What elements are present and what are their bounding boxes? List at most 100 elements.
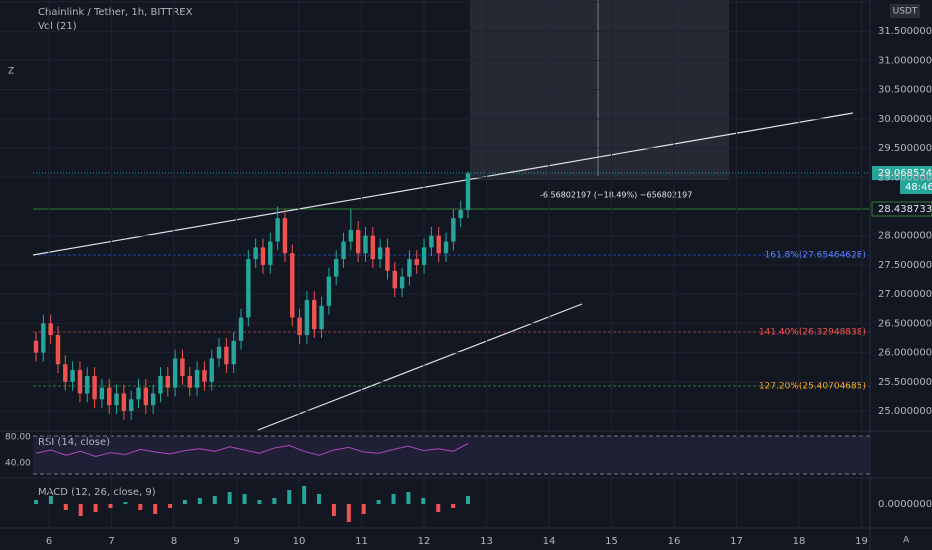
candle-body xyxy=(143,387,149,406)
macd-bar xyxy=(436,504,441,512)
macd-bar xyxy=(63,504,68,510)
price-tick-label: 26.50000000 xyxy=(878,318,932,329)
candle-body xyxy=(128,399,134,411)
macd-bar xyxy=(361,504,366,514)
time-tick-label: 7 xyxy=(108,536,114,547)
candle-body xyxy=(85,375,90,394)
line-price: 28.43873319 xyxy=(878,204,932,215)
candle-body xyxy=(326,276,332,306)
candle-body xyxy=(407,259,412,277)
fib-label: 127.20%(25.40704685) xyxy=(759,382,866,392)
macd-bar xyxy=(391,494,396,504)
macd-bar xyxy=(34,500,38,504)
candle-body xyxy=(99,387,105,400)
time-tick-label: 8 xyxy=(171,536,177,547)
candle-body xyxy=(158,375,163,394)
macd-bar xyxy=(287,490,292,504)
price-tag xyxy=(872,166,932,180)
candle-body xyxy=(55,335,61,365)
macd-bar xyxy=(346,504,351,522)
price-tick-label: 31.00000000 xyxy=(878,55,932,66)
price-tick-label: 27.50000000 xyxy=(878,260,932,271)
candle-body xyxy=(297,317,302,336)
price-tick-label: 25.00000000 xyxy=(878,406,932,417)
macd-bar xyxy=(182,500,187,504)
countdown: 48:46 xyxy=(905,182,932,193)
price-tick-label: 31.50000000 xyxy=(878,26,932,37)
candle-body xyxy=(392,270,397,289)
candle-body xyxy=(63,364,68,382)
macd-bar xyxy=(242,494,247,504)
rsi-band xyxy=(33,436,870,474)
candle-body xyxy=(304,299,310,336)
candle-body xyxy=(370,235,376,260)
time-tick-label: 9 xyxy=(233,536,239,547)
time-tick-label: 10 xyxy=(293,536,306,547)
candle-body xyxy=(107,387,112,406)
candle-body xyxy=(451,218,456,242)
candle-body xyxy=(363,235,368,254)
time-tick-label: 19 xyxy=(855,536,868,547)
price-tick-label: 25.50000000 xyxy=(878,377,932,388)
macd-bar xyxy=(138,504,143,510)
candle-body xyxy=(92,375,97,400)
macd-bar xyxy=(168,504,173,508)
candle-body xyxy=(33,340,39,353)
candle-body xyxy=(458,210,463,219)
macd-bar xyxy=(197,498,202,504)
macd-bar xyxy=(331,504,336,516)
candle-body xyxy=(136,387,141,400)
candle-body xyxy=(290,253,295,318)
price-tick-label: 27.00000000 xyxy=(878,289,932,300)
candle-body xyxy=(377,247,383,260)
candle-body xyxy=(48,323,53,336)
rsi-line xyxy=(35,443,469,458)
candle-body xyxy=(150,393,156,406)
candle-body xyxy=(246,259,251,318)
candle-body xyxy=(268,241,273,265)
measure-label: -6.56802197 (−18.49%) −656802197 xyxy=(540,191,692,200)
candle-body xyxy=(224,346,229,365)
time-tick-label: 14 xyxy=(543,536,556,547)
price-tick-label: 30.00000000 xyxy=(878,114,932,125)
volume-label[interactable]: Vol (21) xyxy=(38,21,77,32)
symbol-title[interactable]: Chainlink / Tether, 1h, BITTREX xyxy=(38,7,193,18)
candle-body xyxy=(202,370,207,382)
macd-bar xyxy=(302,486,307,504)
time-tick-label: 17 xyxy=(730,536,743,547)
time-tick-label: 11 xyxy=(355,536,368,547)
auto-scale[interactable]: A xyxy=(903,536,910,546)
candle-body xyxy=(319,305,324,330)
rsi-label[interactable]: RSI (14, close) xyxy=(38,437,110,448)
candle-body xyxy=(414,259,419,265)
fib-label: 141.40%(26.32948838) xyxy=(759,328,866,338)
time-tick-label: 16 xyxy=(668,536,681,547)
candle-body xyxy=(209,358,214,382)
macd-bar xyxy=(317,494,322,504)
time-tick-label: 18 xyxy=(793,536,806,547)
last-price: 29.06852409 xyxy=(878,168,932,179)
candle-body xyxy=(341,241,346,260)
fib-label: 161.8%(27.65464628) xyxy=(765,251,866,261)
candle-body xyxy=(348,229,354,242)
candle-body xyxy=(172,358,178,388)
countdown-tag xyxy=(900,180,932,194)
candle-body xyxy=(231,340,236,365)
price-tick-label: 28.00000000 xyxy=(878,231,932,242)
candle-body xyxy=(180,358,185,376)
macd-bar xyxy=(421,498,426,504)
macd-bar xyxy=(376,500,381,504)
candle-body xyxy=(443,241,449,254)
candle-body xyxy=(436,235,441,254)
price-tick-label: 26.00000000 xyxy=(878,348,932,359)
macd-bar xyxy=(123,502,128,504)
zoom-icon[interactable]: Z xyxy=(8,67,14,77)
macd-bar xyxy=(466,496,470,504)
trend-line xyxy=(32,112,854,256)
currency: USDT xyxy=(893,7,918,17)
candle-body xyxy=(216,346,222,359)
rsi-tick-label: 40.00 xyxy=(5,459,31,469)
macd-label[interactable]: MACD (12, 26, close, 9) xyxy=(38,487,156,498)
candle-body xyxy=(187,375,192,388)
macd-bar xyxy=(451,504,456,508)
